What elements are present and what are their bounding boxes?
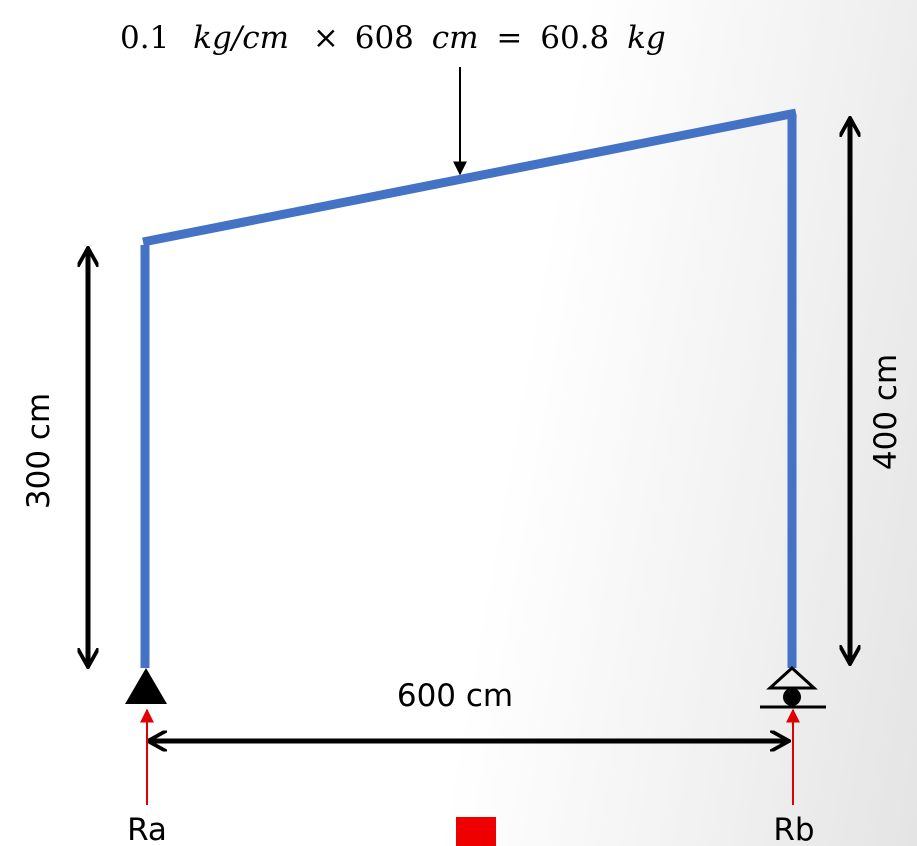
load-equation: 0.1 kg/cm × 608 cm = 60.8 kg <box>120 20 666 56</box>
reaction-label-a: Ra <box>127 812 167 846</box>
span-label: 600 cm <box>397 678 513 714</box>
rafter-length-unit: cm <box>432 20 479 56</box>
red-marker-square <box>456 817 496 846</box>
load-rate-unit: kg/cm <box>193 20 289 56</box>
roller-support <box>760 668 826 707</box>
frame-structure <box>143 113 796 668</box>
rafter-length: 608 <box>355 20 414 56</box>
pin-support <box>125 668 167 704</box>
load-result-unit: kg <box>627 20 666 56</box>
left-height-label: 300 cm <box>21 393 57 509</box>
times-sign: × <box>313 20 339 56</box>
sloped-rafter <box>143 113 796 242</box>
load-coefficient: 0.1 <box>120 20 169 56</box>
equals-sign: = <box>496 20 522 56</box>
right-height-label: 400 cm <box>868 354 904 470</box>
load-result: 60.8 <box>540 20 609 56</box>
reaction-label-b: Rb <box>773 812 814 846</box>
